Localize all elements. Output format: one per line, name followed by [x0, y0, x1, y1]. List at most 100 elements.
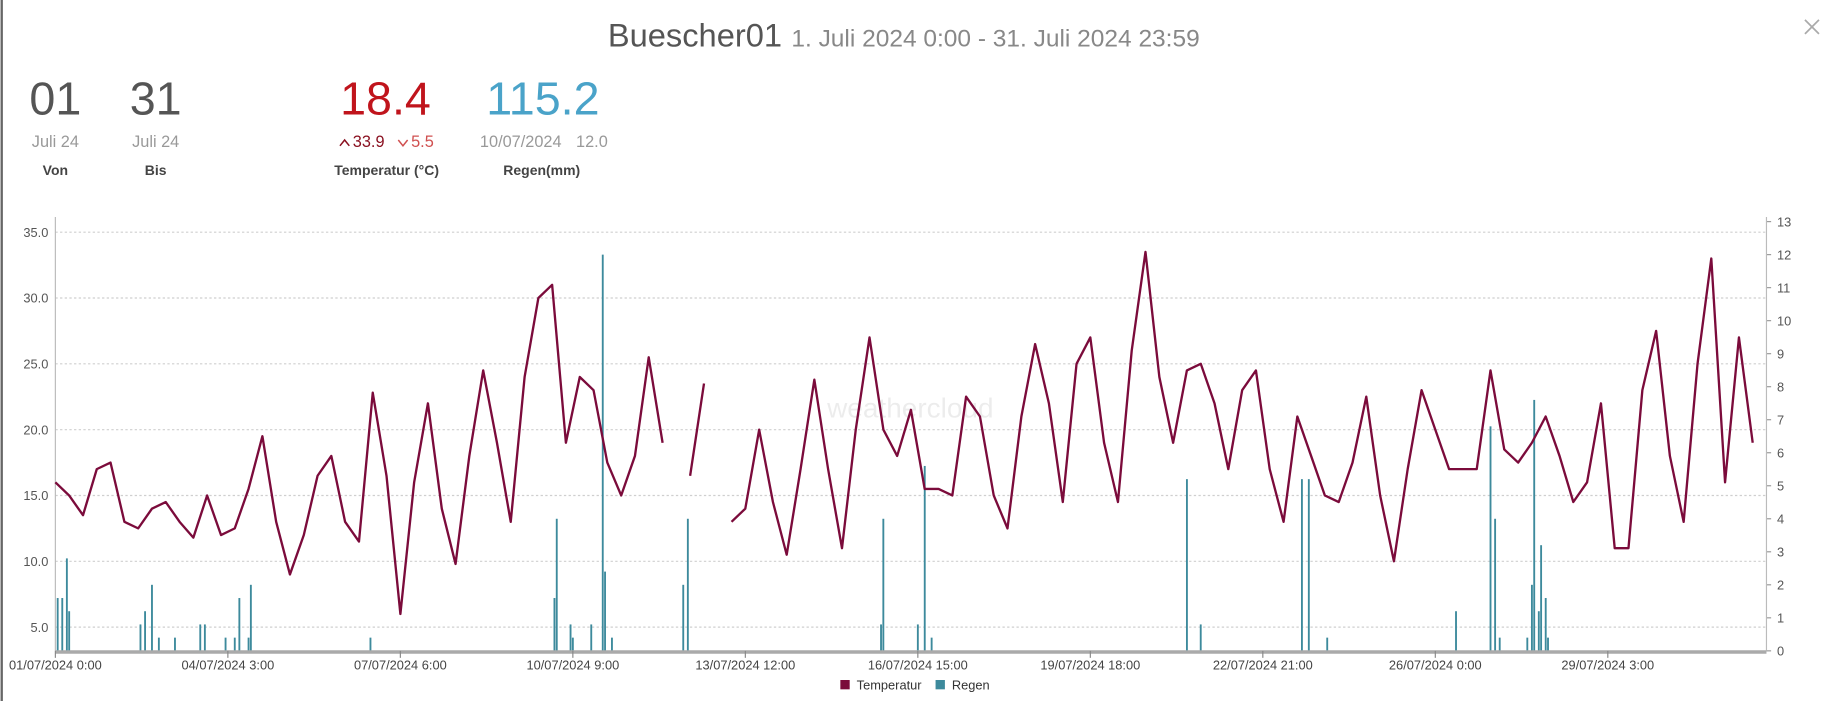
- rain-bar: [571, 637, 574, 651]
- temperature-line: [54, 250, 1754, 616]
- rain-bar: [151, 584, 153, 651]
- rain-bar: [1530, 584, 1533, 651]
- y2-tick-label: 12: [1777, 247, 1791, 262]
- rain-bar: [682, 584, 685, 651]
- rain-bar: [1540, 545, 1543, 651]
- max-arrow: [339, 138, 350, 147]
- min-arrow: [397, 139, 409, 148]
- rain-total: 115.2: [486, 72, 599, 124]
- x-tick-label: 07/07/2024 6:00: [354, 658, 447, 673]
- rain-bar: [1498, 637, 1501, 651]
- rain-bar: [249, 584, 252, 651]
- y-tick-label: 10.0: [23, 554, 48, 569]
- rain-bar: [1544, 598, 1547, 651]
- y2-tick-label: 4: [1777, 511, 1784, 526]
- rain-bar: [604, 571, 606, 651]
- station-title: Buescher01: [608, 17, 782, 54]
- y2-tick-label: 11: [1777, 280, 1790, 295]
- watermark: weathercloud: [826, 393, 993, 424]
- x-tick-label: 29/07/2024 3:00: [1561, 658, 1654, 673]
- rain-bar: [238, 598, 241, 651]
- rain-bar: [916, 624, 919, 651]
- rain-bar: [144, 611, 147, 651]
- rain-bar: [247, 637, 250, 651]
- rain-bar: [369, 637, 372, 651]
- rain-bar: [1489, 426, 1492, 651]
- rain-bar: [611, 637, 613, 651]
- x-tick-label: 26/07/2024 0:00: [1389, 658, 1482, 673]
- legend-label: Regen: [952, 677, 990, 692]
- rain-bar: [880, 624, 882, 651]
- from-day: 01: [29, 72, 81, 124]
- y2-tick-label: 10: [1777, 313, 1791, 328]
- y-tick-label: 25.0: [23, 356, 48, 371]
- rain-max-date: 10/07/2024: [480, 133, 562, 151]
- rain-bar: [203, 624, 206, 651]
- temp-min: 5.5: [411, 133, 434, 151]
- rain-bar: [555, 518, 558, 651]
- y-tick-label: 20.0: [23, 422, 48, 437]
- rain-bar: [233, 637, 236, 651]
- from-month: Juli 24: [32, 133, 79, 151]
- x-tick-label: 22/07/2024 21:00: [1213, 658, 1313, 673]
- rain-bar: [1185, 479, 1188, 651]
- rain-bar: [1300, 479, 1303, 651]
- rain-bar: [199, 624, 202, 651]
- x-tick-label: 19/07/2024 18:00: [1040, 658, 1140, 673]
- rain-bar: [882, 518, 885, 651]
- y2-tick-label: 5: [1777, 478, 1784, 493]
- rain-bar: [923, 465, 926, 651]
- y2-tick-label: 3: [1777, 544, 1784, 559]
- x-tick-label: 16/07/2024 15:00: [868, 658, 968, 673]
- legend-swatch: [935, 680, 945, 690]
- rain-bar: [139, 624, 142, 651]
- y-tick-label: 5.0: [31, 620, 49, 635]
- rain-bar: [569, 624, 572, 651]
- rain-bar: [224, 637, 227, 651]
- legend-label: Temperatur: [857, 677, 923, 692]
- rain-bar: [1307, 479, 1310, 651]
- rain-bar: [1547, 637, 1549, 651]
- rain-label: Regen(mm): [503, 162, 580, 178]
- x-tick-label: 04/07/2024 3:00: [181, 658, 274, 673]
- y-tick-label: 15.0: [23, 488, 48, 503]
- rain-bar: [65, 558, 68, 651]
- y2-tick-label: 13: [1777, 214, 1791, 229]
- y2-tick-label: 8: [1777, 379, 1784, 394]
- rain-bar: [686, 518, 689, 651]
- rain-bar: [601, 254, 604, 651]
- rain-bar: [68, 611, 71, 651]
- rain-bar: [1326, 637, 1329, 651]
- close-button[interactable]: [1804, 19, 1820, 35]
- to-label: Bis: [145, 162, 167, 178]
- rain-bar: [1537, 611, 1540, 651]
- rain-bar: [157, 637, 160, 651]
- rain-bar: [590, 624, 593, 651]
- window-edge: [0, 0, 3, 701]
- period-subtitle: 1. Juli 2024 0:00 - 31. Juli 2024 23:59: [791, 26, 1199, 53]
- rain-bar: [1526, 637, 1529, 651]
- x-tick-label: 10/07/2024 9:00: [526, 658, 619, 673]
- rain-bar: [1199, 624, 1202, 651]
- from-label: Von: [43, 162, 68, 178]
- rain-bar: [174, 637, 176, 651]
- y2-tick-label: 7: [1777, 412, 1784, 427]
- to-month: Juli 24: [132, 133, 179, 151]
- temp-current: 18.4: [340, 72, 431, 124]
- x-tick-label: 01/07/2024 0:00: [9, 658, 102, 673]
- y2-tick-label: 1: [1777, 610, 1784, 625]
- rain-bar: [553, 598, 556, 651]
- legend-swatch: [840, 680, 850, 690]
- rain-bar: [1455, 611, 1457, 651]
- rain-bar: [1494, 518, 1497, 651]
- rain-bar: [61, 598, 64, 651]
- y2-tick-label: 9: [1777, 346, 1784, 361]
- y-tick-label: 30.0: [23, 291, 48, 306]
- x-tick-label: 13/07/2024 12:00: [695, 658, 795, 673]
- rain-bar: [56, 598, 59, 651]
- y-tick-label: 35.0: [23, 225, 48, 240]
- rain-max: 12.0: [576, 133, 608, 151]
